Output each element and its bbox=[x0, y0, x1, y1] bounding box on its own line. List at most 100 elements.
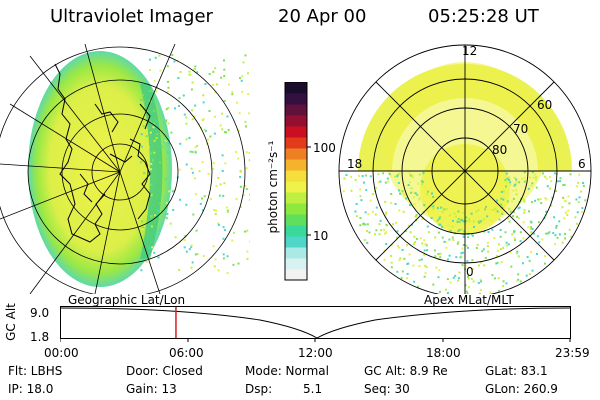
speckle-dot bbox=[214, 67, 217, 70]
speckle-dot bbox=[486, 241, 489, 244]
speckle-dot bbox=[375, 229, 378, 232]
speckle-dot bbox=[374, 233, 377, 236]
speckle-dot bbox=[408, 181, 411, 184]
speckle-dot bbox=[443, 240, 446, 243]
speckle-dot bbox=[538, 241, 541, 244]
speckle-dot bbox=[191, 150, 194, 153]
speckle-dot bbox=[523, 180, 526, 183]
speckle-dot bbox=[486, 245, 489, 248]
speckle-dot bbox=[561, 206, 564, 209]
speckle-dot bbox=[551, 196, 554, 199]
speckle-dot bbox=[158, 114, 161, 117]
speckle-dot bbox=[418, 265, 421, 268]
speckle-dot bbox=[387, 180, 390, 183]
speckle-dot bbox=[226, 272, 229, 275]
speckle-dot bbox=[414, 192, 417, 195]
colorbar-band bbox=[285, 126, 307, 138]
speckle-dot bbox=[512, 189, 515, 192]
speckle-dot bbox=[466, 236, 469, 239]
speckle-dot bbox=[580, 211, 583, 214]
speckle-dot bbox=[564, 211, 567, 214]
speckle-dot bbox=[563, 217, 566, 220]
colorbar-band bbox=[285, 82, 307, 94]
colorbar-band bbox=[285, 269, 307, 281]
speckle-dot bbox=[399, 257, 402, 260]
speckle-dot bbox=[158, 161, 161, 164]
speckle-dot bbox=[157, 256, 160, 259]
speckle-dot bbox=[532, 232, 535, 235]
speckle-dot bbox=[459, 256, 462, 259]
speckle-dot bbox=[458, 220, 461, 223]
speckle-dot bbox=[150, 152, 153, 155]
speckle-dot bbox=[245, 125, 248, 128]
speckle-dot bbox=[516, 250, 519, 253]
speckle-dot bbox=[166, 65, 169, 68]
speckle-dot bbox=[386, 177, 389, 180]
speckle-dot bbox=[392, 223, 395, 226]
speckle-dot bbox=[374, 186, 377, 189]
speckle-dot bbox=[389, 174, 392, 177]
speckle-dot bbox=[408, 172, 411, 175]
speckle-dot bbox=[245, 167, 248, 170]
speckle-dot bbox=[432, 205, 435, 208]
speckle-dot bbox=[177, 104, 180, 107]
speckle-dot bbox=[505, 282, 508, 285]
speckle-dot bbox=[501, 285, 504, 288]
speckle-dot bbox=[540, 202, 543, 205]
speckle-dot bbox=[215, 184, 218, 187]
speckle-dot bbox=[581, 207, 584, 210]
speckle-dot bbox=[219, 183, 222, 186]
speckle-dot bbox=[414, 215, 417, 218]
speckle-dot bbox=[430, 217, 433, 220]
speckle-dot bbox=[242, 194, 245, 197]
speckle-dot bbox=[463, 230, 466, 233]
speckle-dot bbox=[496, 261, 499, 264]
speckle-dot bbox=[486, 213, 489, 216]
speckle-dot bbox=[482, 218, 485, 221]
speckle-dot bbox=[185, 122, 188, 125]
speckle-dot bbox=[502, 198, 505, 201]
speckle-dot bbox=[193, 68, 196, 71]
speckle-dot bbox=[439, 252, 442, 255]
speckle-dot bbox=[214, 258, 217, 261]
speckle-dot bbox=[434, 236, 437, 239]
speckle-dot bbox=[350, 175, 353, 178]
right-panel-label: Apex MLat/MLT bbox=[424, 293, 514, 307]
speckle-dot bbox=[436, 219, 439, 222]
info-filter: Flt: LBHS bbox=[8, 364, 63, 378]
speckle-dot bbox=[425, 244, 428, 247]
speckle-dot bbox=[436, 207, 439, 210]
speckle-dot bbox=[415, 214, 418, 217]
speckle-dot bbox=[397, 181, 400, 184]
speckle-dot bbox=[462, 235, 465, 238]
speckle-dot bbox=[462, 220, 465, 223]
speckle-dot bbox=[159, 69, 162, 72]
speckle-dot bbox=[547, 232, 550, 235]
speckle-dot bbox=[154, 56, 157, 59]
speckle-dot bbox=[398, 189, 401, 192]
speckle-dot bbox=[521, 262, 524, 265]
timeline-xtick-2: 12:00 bbox=[298, 346, 333, 360]
speckle-dot bbox=[466, 260, 469, 263]
speckle-dot bbox=[466, 292, 469, 294]
speckle-dot bbox=[396, 175, 399, 178]
speckle-dot bbox=[209, 135, 212, 138]
speckle-dot bbox=[195, 229, 198, 232]
speckle-dot bbox=[150, 225, 153, 228]
speckle-dot bbox=[438, 223, 441, 226]
speckle-dot bbox=[531, 269, 534, 272]
speckle-dot bbox=[145, 135, 148, 138]
speckle-dot bbox=[245, 188, 248, 191]
speckle-dot bbox=[169, 222, 172, 225]
mlat-label-60: 60 bbox=[537, 98, 553, 112]
speckle-dot bbox=[179, 142, 182, 145]
colorbar-band bbox=[285, 137, 307, 149]
speckle-dot bbox=[528, 210, 531, 213]
speckle-dot bbox=[412, 191, 415, 194]
speckle-dot bbox=[584, 199, 587, 202]
speckle-dot bbox=[207, 172, 210, 175]
speckle-dot bbox=[350, 189, 353, 192]
speckle-dot bbox=[472, 220, 475, 223]
speckle-dot bbox=[140, 133, 143, 136]
speckle-dot bbox=[500, 203, 503, 206]
